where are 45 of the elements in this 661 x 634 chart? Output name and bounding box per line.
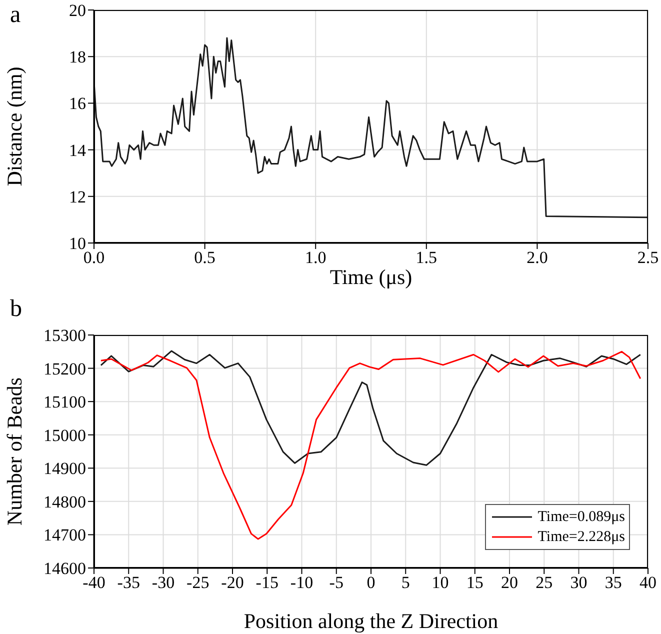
- y-tick-label: 14700: [44, 526, 86, 545]
- y-tick-label: 14: [69, 140, 86, 160]
- x-tick-label: 2.0: [526, 248, 548, 268]
- x-tick-label: 30: [570, 573, 588, 592]
- y-axis-title: Number of Beads: [2, 377, 26, 526]
- x-tick-label: -15: [256, 573, 278, 592]
- y-tick-label: 18: [69, 48, 86, 67]
- x-tick-label: 0: [366, 573, 376, 592]
- x-tick-label: -30: [152, 573, 175, 592]
- x-tick-label: 1.5: [416, 248, 438, 268]
- x-tick-label: 0.5: [194, 248, 216, 268]
- y-tick-label: 20: [69, 1, 86, 20]
- line-series: [100, 350, 642, 466]
- x-tick-label: 2.5: [637, 248, 659, 268]
- text: b: [10, 296, 22, 323]
- y-tick-label: 15000: [44, 426, 86, 445]
- y-tick-label: 16: [69, 94, 86, 114]
- y-tick-label: 14900: [44, 459, 86, 478]
- x-tick-label: -25: [186, 573, 210, 592]
- legend-label: Time=2.228μs: [538, 528, 625, 547]
- y-tick-label: 15100: [44, 392, 86, 412]
- x-tick-label: 35: [604, 573, 622, 592]
- text: a: [10, 2, 21, 29]
- x-tick-label: -5: [329, 573, 344, 592]
- x-tick-label: -35: [117, 573, 140, 592]
- x-tick-label: 1.0: [304, 248, 326, 268]
- x-tick-label: 15: [466, 573, 484, 592]
- legend-label: Time=0.089μs: [538, 508, 625, 527]
- y-tick-label: 14800: [44, 492, 86, 512]
- y-tick-label: 12: [69, 187, 86, 206]
- y-axis-title: Distance (nm): [2, 66, 26, 186]
- x-tick-label: 0.0: [83, 248, 105, 268]
- x-tick-label: 5: [401, 573, 410, 592]
- x-tick-label: 25: [536, 573, 553, 592]
- x-tick-label: -10: [290, 573, 314, 592]
- x-tick-label: 10: [432, 573, 449, 592]
- x-tick-label: 40: [640, 573, 656, 592]
- y-tick-label: 15200: [44, 359, 86, 378]
- line-series: [94, 37, 648, 218]
- x-axis-title: Time (μs): [330, 265, 412, 289]
- x-tick-label: 20: [501, 573, 518, 592]
- y-tick-label: 15300: [44, 326, 86, 346]
- x-tick-label: -20: [221, 573, 244, 592]
- x-axis-title: Position along the Z Direction: [244, 609, 499, 633]
- y-tick-label: 10: [69, 234, 86, 254]
